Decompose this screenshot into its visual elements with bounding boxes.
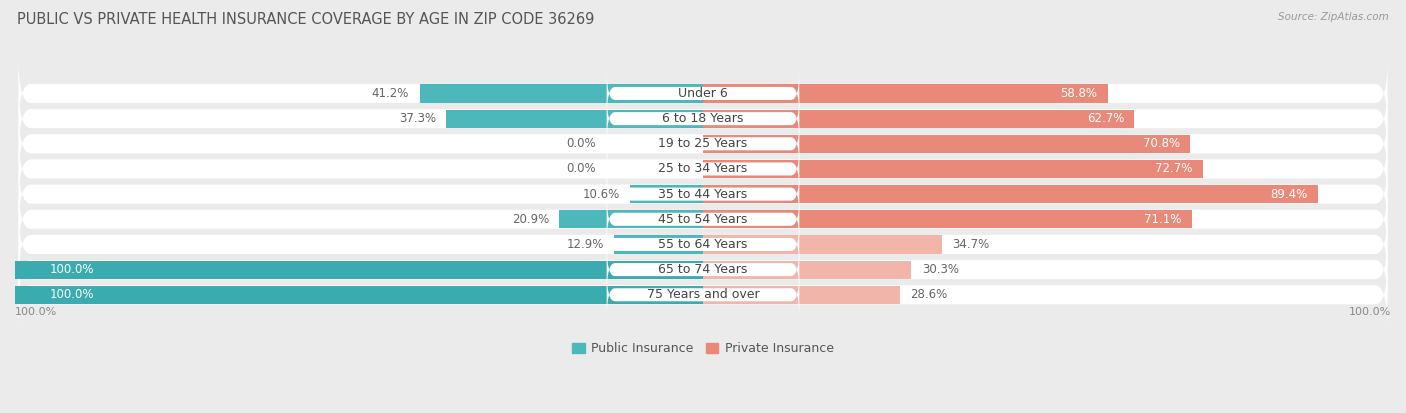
FancyBboxPatch shape xyxy=(18,183,1388,255)
FancyBboxPatch shape xyxy=(18,108,1388,180)
Text: Under 6: Under 6 xyxy=(678,87,728,100)
FancyBboxPatch shape xyxy=(606,70,800,117)
FancyBboxPatch shape xyxy=(606,246,800,293)
Text: 89.4%: 89.4% xyxy=(1271,188,1308,201)
FancyBboxPatch shape xyxy=(606,221,800,268)
Text: 100.0%: 100.0% xyxy=(1348,307,1391,317)
Text: 35 to 44 Years: 35 to 44 Years xyxy=(658,188,748,201)
Bar xyxy=(446,109,703,128)
FancyBboxPatch shape xyxy=(606,271,800,318)
Text: 71.1%: 71.1% xyxy=(1144,213,1182,226)
FancyBboxPatch shape xyxy=(18,83,1388,154)
FancyBboxPatch shape xyxy=(18,58,1388,129)
FancyBboxPatch shape xyxy=(18,259,1388,330)
Bar xyxy=(703,261,911,279)
Text: 70.8%: 70.8% xyxy=(1143,137,1180,150)
Text: 55 to 64 Years: 55 to 64 Years xyxy=(658,238,748,251)
FancyBboxPatch shape xyxy=(18,209,1388,280)
FancyBboxPatch shape xyxy=(606,196,800,243)
Text: 45 to 54 Years: 45 to 54 Years xyxy=(658,213,748,226)
Bar xyxy=(703,109,1135,128)
Legend: Public Insurance, Private Insurance: Public Insurance, Private Insurance xyxy=(567,337,839,360)
Bar xyxy=(560,210,703,228)
Bar xyxy=(703,185,1317,203)
FancyBboxPatch shape xyxy=(606,145,800,192)
Bar xyxy=(15,286,703,304)
Text: 19 to 25 Years: 19 to 25 Years xyxy=(658,137,748,150)
FancyBboxPatch shape xyxy=(18,159,1388,230)
Bar xyxy=(703,84,1108,102)
Bar xyxy=(614,235,703,254)
FancyBboxPatch shape xyxy=(606,120,800,167)
Text: 10.6%: 10.6% xyxy=(582,188,620,201)
Bar xyxy=(630,185,703,203)
FancyBboxPatch shape xyxy=(606,171,800,218)
Text: Source: ZipAtlas.com: Source: ZipAtlas.com xyxy=(1278,12,1389,22)
Bar xyxy=(419,84,703,102)
Text: 30.3%: 30.3% xyxy=(922,263,959,276)
Bar xyxy=(15,261,703,279)
Text: 65 to 74 Years: 65 to 74 Years xyxy=(658,263,748,276)
Text: 12.9%: 12.9% xyxy=(567,238,605,251)
Text: 58.8%: 58.8% xyxy=(1060,87,1097,100)
Text: 37.3%: 37.3% xyxy=(399,112,436,125)
Text: 0.0%: 0.0% xyxy=(567,137,596,150)
Bar xyxy=(703,235,942,254)
Text: 25 to 34 Years: 25 to 34 Years xyxy=(658,162,748,176)
Bar xyxy=(703,286,900,304)
FancyBboxPatch shape xyxy=(18,133,1388,205)
Text: 100.0%: 100.0% xyxy=(49,288,94,301)
FancyBboxPatch shape xyxy=(606,95,800,142)
Bar xyxy=(703,135,1189,153)
Text: PUBLIC VS PRIVATE HEALTH INSURANCE COVERAGE BY AGE IN ZIP CODE 36269: PUBLIC VS PRIVATE HEALTH INSURANCE COVER… xyxy=(17,12,595,27)
Text: 34.7%: 34.7% xyxy=(952,238,990,251)
Bar xyxy=(703,210,1192,228)
Text: 6 to 18 Years: 6 to 18 Years xyxy=(662,112,744,125)
Text: 41.2%: 41.2% xyxy=(371,87,409,100)
Bar xyxy=(703,160,1204,178)
Text: 20.9%: 20.9% xyxy=(512,213,548,226)
Text: 75 Years and over: 75 Years and over xyxy=(647,288,759,301)
FancyBboxPatch shape xyxy=(18,234,1388,305)
Text: 62.7%: 62.7% xyxy=(1087,112,1123,125)
Text: 100.0%: 100.0% xyxy=(15,307,58,317)
Text: 72.7%: 72.7% xyxy=(1156,162,1192,176)
Text: 28.6%: 28.6% xyxy=(910,288,948,301)
Text: 100.0%: 100.0% xyxy=(49,263,94,276)
Text: 0.0%: 0.0% xyxy=(567,162,596,176)
